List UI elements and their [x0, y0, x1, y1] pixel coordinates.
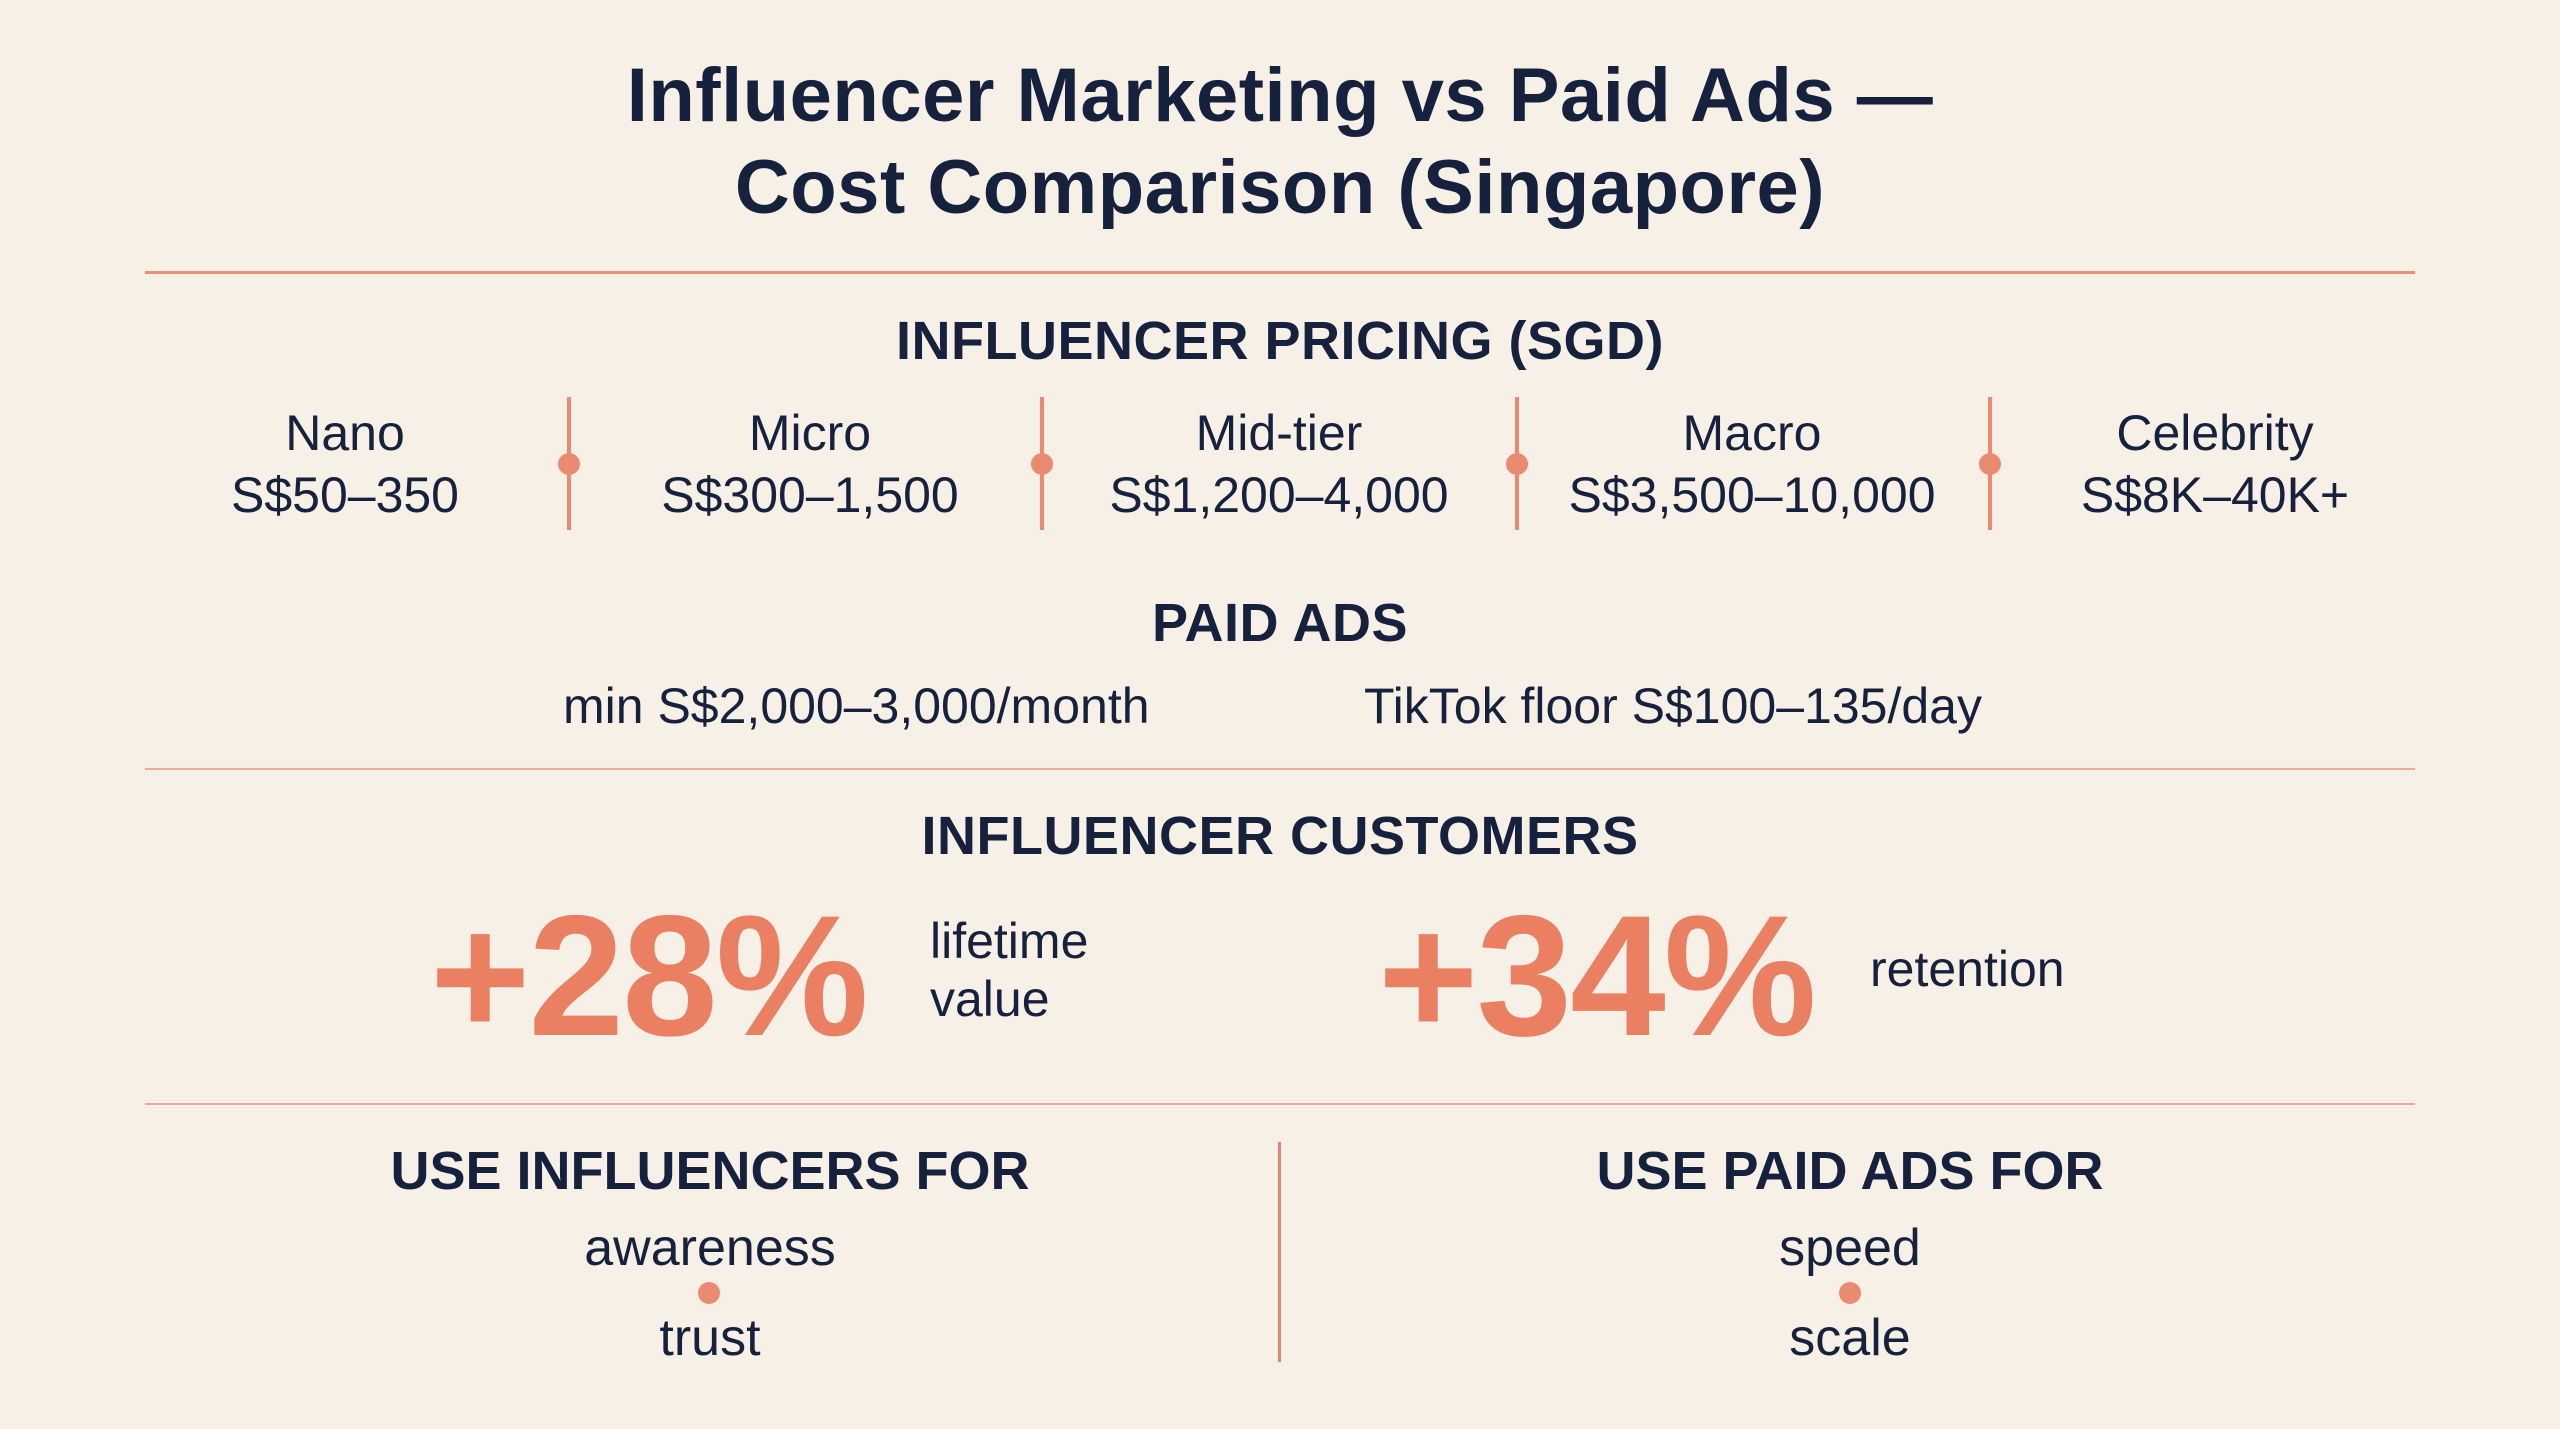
stat-lifetime-value-label: lifetime value: [930, 912, 1088, 1028]
use-influencers-item-trust: trust: [659, 1309, 761, 1367]
divider-bottom: [145, 1103, 2415, 1105]
separator-dot: [1031, 453, 1053, 475]
tier-name: Mid-tier: [1195, 405, 1363, 461]
use-influencers-item-awareness: awareness: [584, 1219, 836, 1277]
bullet-dot: [698, 1282, 720, 1304]
pricing-heading: INFLUENCER PRICING (SGD): [896, 311, 1664, 371]
label-line: value: [930, 971, 1050, 1027]
tier-price: S$50–350: [230, 467, 459, 523]
title-line-2: Cost Comparison (Singapore): [734, 145, 1826, 230]
paid-ads-heading: PAID ADS: [1151, 593, 1409, 653]
title-line-1: Influencer Marketing vs Paid Ads —: [626, 53, 1934, 138]
tier-name: Macro: [1682, 405, 1822, 461]
use-paid-heading: USE PAID ADS FOR: [1596, 1141, 2104, 1201]
tier-price: S$1,200–4,000: [1109, 467, 1449, 523]
stat-retention-label: retention: [1870, 941, 2065, 997]
divider-top: [145, 271, 2415, 274]
tier-celebrity: Celebrity S$8K–40K+: [1985, 402, 2445, 526]
tier-name: Micro: [748, 405, 872, 461]
stat-retention: +34%: [1378, 880, 1817, 1072]
use-influencers-heading: USE INFLUENCERS FOR: [390, 1141, 1030, 1201]
label-line: lifetime: [930, 913, 1089, 969]
tier-mid: Mid-tier S$1,200–4,000: [1049, 402, 1509, 526]
separator-dot: [558, 453, 580, 475]
tier-name: Celebrity: [2116, 405, 2314, 461]
tier-micro: Micro S$300–1,500: [580, 402, 1040, 526]
use-paid-item-speed: speed: [1779, 1219, 1921, 1277]
tier-name: Nano: [285, 405, 405, 461]
page-title: Influencer Marketing vs Paid Ads — Cost …: [0, 50, 2560, 234]
separator-dot: [1506, 453, 1528, 475]
tier-price: S$300–1,500: [661, 467, 959, 523]
tier-price: S$8K–40K+: [2080, 467, 2350, 523]
tier-price: S$3,500–10,000: [1568, 467, 1936, 523]
use-paid-item-scale: scale: [1789, 1309, 1911, 1367]
stat-lifetime-value: +28%: [430, 880, 869, 1072]
divider-middle: [145, 768, 2415, 770]
paid-ads-tiktok-floor: TikTok floor S$100–135/day: [1364, 678, 1982, 734]
tier-macro: Macro S$3,500–10,000: [1522, 402, 1982, 526]
columns-divider: [1278, 1142, 1281, 1362]
tier-nano: Nano S$50–350: [115, 402, 575, 526]
bullet-dot: [1839, 1282, 1861, 1304]
customers-heading: INFLUENCER CUSTOMERS: [921, 806, 1639, 866]
paid-ads-min-spend: min S$2,000–3,000/month: [563, 678, 1150, 734]
separator-dot: [1979, 453, 2001, 475]
